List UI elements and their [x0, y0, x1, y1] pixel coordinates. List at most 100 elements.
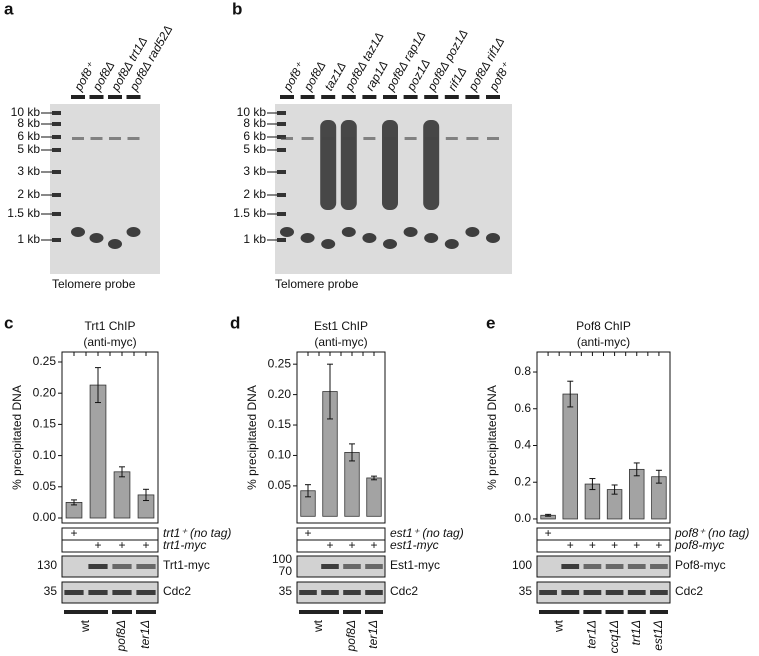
blot-image — [296, 555, 386, 578]
marker-label: 1.5 kb — [233, 206, 266, 220]
size-marker: 100 — [272, 552, 292, 566]
bar — [344, 452, 360, 517]
band — [341, 227, 356, 237]
ladder-band — [52, 170, 61, 174]
band — [127, 137, 140, 140]
blot-label: Trt1-myc — [163, 558, 210, 572]
panel-letter: b — [232, 0, 242, 18]
band — [403, 227, 418, 237]
strain-bar — [64, 610, 108, 614]
smear — [423, 120, 440, 210]
plot-frame — [536, 351, 671, 524]
y-tick-label: 0.20 — [268, 387, 292, 401]
ladder-band — [52, 135, 61, 139]
chart-title: Est1 ChIP — [314, 319, 368, 333]
band — [425, 137, 438, 140]
band — [404, 137, 417, 140]
blot-label: Pof8-myc — [675, 558, 726, 572]
lane-bar — [280, 95, 294, 99]
bar — [562, 393, 578, 520]
blot-image — [296, 581, 386, 604]
chart-subtitle: (anti-myc) — [577, 335, 630, 349]
blot-band — [88, 590, 108, 595]
blot-band — [583, 590, 602, 595]
strain-bar — [627, 610, 646, 614]
y-tick-label: 0.05 — [33, 479, 57, 493]
blot-band — [650, 590, 668, 595]
ladder-band — [277, 212, 286, 216]
band — [281, 137, 293, 140]
blot-band — [627, 590, 646, 595]
blot-image — [536, 555, 671, 578]
gel-caption: Telomere probe — [275, 277, 359, 291]
band — [362, 233, 377, 243]
blot-band — [299, 590, 317, 595]
strain-label: wt — [551, 619, 565, 633]
band — [300, 233, 315, 243]
y-axis-label: % precipitated DNA — [485, 385, 499, 490]
blot-band — [627, 564, 646, 569]
band — [108, 239, 122, 249]
y-tick-label: 0.20 — [33, 385, 57, 399]
blot-image — [61, 555, 159, 578]
blot-label: Cdc2 — [675, 584, 703, 598]
size-marker: 100 — [512, 558, 532, 572]
size-marker: 70 — [279, 564, 293, 578]
smear — [340, 120, 357, 210]
genotype-sign: + — [70, 526, 77, 540]
genotype-sign: + — [142, 538, 149, 552]
band — [487, 137, 499, 140]
lane-bar — [126, 95, 141, 99]
blot-band — [539, 590, 557, 595]
blot-band — [343, 590, 361, 595]
y-tick-label: 0.4 — [514, 438, 531, 452]
genotype-sign: + — [567, 538, 574, 552]
band — [363, 137, 376, 140]
ladder-band — [277, 170, 286, 174]
panel-letter: d — [230, 313, 240, 332]
band — [466, 137, 479, 140]
blot-label: Est1-myc — [390, 558, 440, 572]
strain-label: ter1Δ — [585, 620, 599, 649]
marker-label: 6 kb — [243, 129, 266, 143]
ladder-band — [277, 193, 286, 197]
genotype-sign: + — [370, 538, 377, 552]
strain-label: ter1Δ — [138, 620, 152, 649]
marker-label: 2 kb — [243, 187, 266, 201]
marker-label: 2 kb — [17, 187, 40, 201]
strain-label: est1Δ — [651, 620, 665, 651]
marker-label: 1 kb — [243, 232, 266, 246]
size-marker: 130 — [37, 558, 57, 572]
y-tick-label: 0.25 — [33, 354, 57, 368]
size-marker: 35 — [519, 584, 533, 598]
genotype-sign: + — [304, 526, 311, 540]
strain-bar — [649, 610, 668, 614]
genotype-sign: + — [633, 538, 640, 552]
blot-band — [112, 590, 132, 595]
strain-label: ter1Δ — [366, 620, 380, 649]
blot-band — [321, 590, 339, 595]
ladder-band — [52, 148, 61, 152]
band — [321, 239, 336, 249]
marker-label: 1 kb — [17, 232, 40, 246]
genotype-label: est1⁺ (no tag) — [390, 526, 464, 540]
marker-label: 10 kb — [237, 105, 267, 119]
marker-label: 10 kb — [11, 105, 41, 119]
ladder-band — [52, 111, 61, 115]
band — [384, 137, 396, 140]
blot-band — [561, 590, 580, 595]
y-tick-label: 0.05 — [268, 478, 292, 492]
band — [465, 227, 480, 237]
marker-label: 1.5 kb — [7, 206, 40, 220]
ladder-band — [277, 238, 286, 242]
lane-bar — [403, 95, 418, 99]
blot-band — [64, 590, 84, 595]
chart-subtitle: (anti-myc) — [314, 335, 367, 349]
blot-band — [561, 564, 580, 569]
size-marker: 35 — [44, 584, 58, 598]
blot-band — [583, 564, 602, 569]
blot-band — [136, 590, 156, 595]
blot-band — [605, 590, 624, 595]
strain-bar — [605, 610, 624, 614]
